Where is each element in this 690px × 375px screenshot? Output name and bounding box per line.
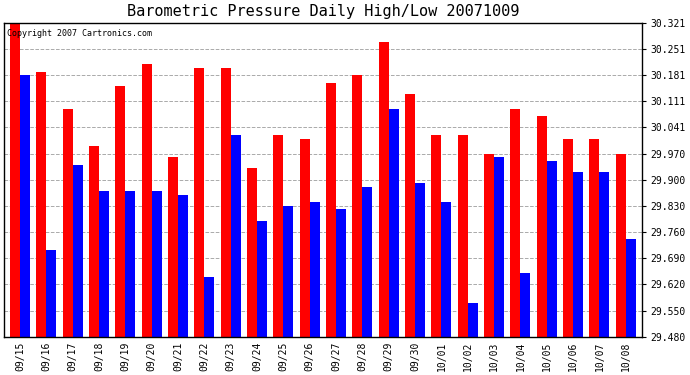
- Bar: [484, 154, 494, 337]
- Bar: [89, 146, 99, 337]
- Bar: [310, 202, 319, 337]
- Bar: [152, 191, 161, 337]
- Title: Barometric Pressure Daily High/Low 20071009: Barometric Pressure Daily High/Low 20071…: [127, 4, 519, 19]
- Bar: [520, 273, 531, 337]
- Bar: [141, 64, 152, 337]
- Bar: [468, 303, 477, 337]
- Bar: [379, 42, 388, 337]
- Bar: [362, 187, 373, 337]
- Bar: [273, 135, 284, 337]
- Bar: [10, 23, 20, 337]
- Bar: [284, 206, 293, 337]
- Bar: [326, 83, 336, 337]
- Bar: [336, 210, 346, 337]
- Bar: [99, 191, 109, 337]
- Bar: [546, 161, 557, 337]
- Bar: [615, 154, 626, 337]
- Bar: [415, 183, 425, 337]
- Text: Copyright 2007 Cartronics.com: Copyright 2007 Cartronics.com: [8, 29, 152, 38]
- Bar: [626, 239, 635, 337]
- Bar: [257, 220, 267, 337]
- Bar: [573, 172, 583, 337]
- Bar: [405, 94, 415, 337]
- Bar: [457, 135, 468, 337]
- Bar: [247, 168, 257, 337]
- Bar: [494, 157, 504, 337]
- Bar: [431, 135, 442, 337]
- Bar: [178, 195, 188, 337]
- Bar: [72, 165, 83, 337]
- Bar: [600, 172, 609, 337]
- Bar: [230, 135, 241, 337]
- Bar: [195, 68, 204, 337]
- Bar: [589, 139, 600, 337]
- Bar: [221, 68, 230, 337]
- Bar: [204, 277, 215, 337]
- Bar: [442, 202, 451, 337]
- Bar: [46, 251, 57, 337]
- Bar: [115, 87, 126, 337]
- Bar: [388, 109, 399, 337]
- Bar: [563, 139, 573, 337]
- Bar: [37, 72, 46, 337]
- Bar: [299, 139, 310, 337]
- Bar: [126, 191, 135, 337]
- Bar: [168, 157, 178, 337]
- Bar: [511, 109, 520, 337]
- Bar: [63, 109, 72, 337]
- Bar: [20, 75, 30, 337]
- Bar: [353, 75, 362, 337]
- Bar: [537, 116, 546, 337]
